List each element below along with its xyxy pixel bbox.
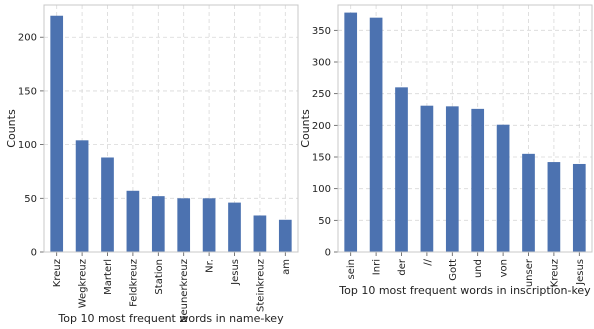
plot-frame xyxy=(337,4,593,253)
y-tick-label: 250 xyxy=(312,89,331,100)
x-tick-label: // xyxy=(422,258,433,265)
chart-name-key: 0 50 100 150 200 Kreuz Wegkreuz Marterl Feldkreu… xyxy=(5,4,299,325)
bar-sein xyxy=(344,12,358,252)
x-tick-label: am xyxy=(281,259,292,275)
y-tick-label: 100 xyxy=(312,184,331,195)
x-tick-label: Station xyxy=(154,259,165,295)
bar-kreuz xyxy=(50,15,64,252)
y-tick-label: 50 xyxy=(318,216,331,227)
y-tick-label: 350 xyxy=(312,26,331,37)
plot-frame xyxy=(43,4,299,253)
bar-der xyxy=(395,87,408,252)
y-tick-label: 150 xyxy=(312,153,331,164)
x-axis-label: Top 10 most frequent words in name-key xyxy=(57,312,284,325)
y-tick-label: 100 xyxy=(18,140,37,151)
x-tick-label: Feldkreuz xyxy=(128,259,139,307)
y-axis-label: Counts xyxy=(5,109,18,148)
y-tick-label: 200 xyxy=(18,33,37,44)
x-tick-label: Nr. xyxy=(205,259,216,273)
bar-station xyxy=(151,196,165,252)
y-tick-label: 0 xyxy=(31,248,37,259)
bar-kreuz xyxy=(547,162,561,252)
x-tick-label: Kreuz xyxy=(52,259,63,287)
bar-gott xyxy=(445,106,459,252)
x-tick-label: der xyxy=(397,258,408,276)
y-tick-label: 0 xyxy=(325,248,331,259)
x-tick-label: unser xyxy=(524,258,535,287)
bar-am xyxy=(278,219,292,252)
bar-von xyxy=(496,124,510,252)
bar-wegkreuz xyxy=(75,140,89,252)
x-tick-label: und xyxy=(473,259,484,278)
x-axis-label: Top 10 most frequent words in inscriptio… xyxy=(338,284,591,297)
y-axis-label: Counts xyxy=(299,109,312,148)
x-tick-label: Jesus xyxy=(575,259,586,286)
x-tick-label: Jesus xyxy=(230,259,241,286)
y-tick-label: 150 xyxy=(18,86,37,97)
x-tick-label: sein xyxy=(346,259,357,279)
bar-und xyxy=(471,108,485,252)
bar-jesus xyxy=(572,163,586,252)
x-tick-label: Wegkreuz xyxy=(78,259,89,308)
y-tick-label: 200 xyxy=(312,121,331,132)
bar-- xyxy=(420,105,434,252)
bar-marterl xyxy=(101,157,114,252)
y-tick-label: 50 xyxy=(24,194,37,205)
bar-nr- xyxy=(202,198,216,252)
chart-inscription-key: 0 50 100 150 200 250 300 350 sein Inri der // Gott un… xyxy=(299,4,593,297)
x-tick-label: Steinkreuz xyxy=(255,259,266,312)
bar-jesus xyxy=(228,202,241,252)
y-tick-label: 300 xyxy=(312,58,331,69)
bar-unser xyxy=(522,153,535,252)
x-tick-label: Inri xyxy=(372,259,383,275)
x-tick-label: Marterl xyxy=(103,259,114,295)
bar-inri xyxy=(369,17,383,252)
bar-steinkreuz xyxy=(253,215,267,252)
bar-feldkreuz xyxy=(126,190,140,252)
x-tick-label: Gott xyxy=(448,259,459,281)
x-tick-label: Kreuz xyxy=(549,259,560,287)
bar-neunerkreuz xyxy=(177,198,191,252)
x-tick-label: Neunerkreuz xyxy=(179,259,190,323)
x-tick-label: von xyxy=(499,259,510,277)
